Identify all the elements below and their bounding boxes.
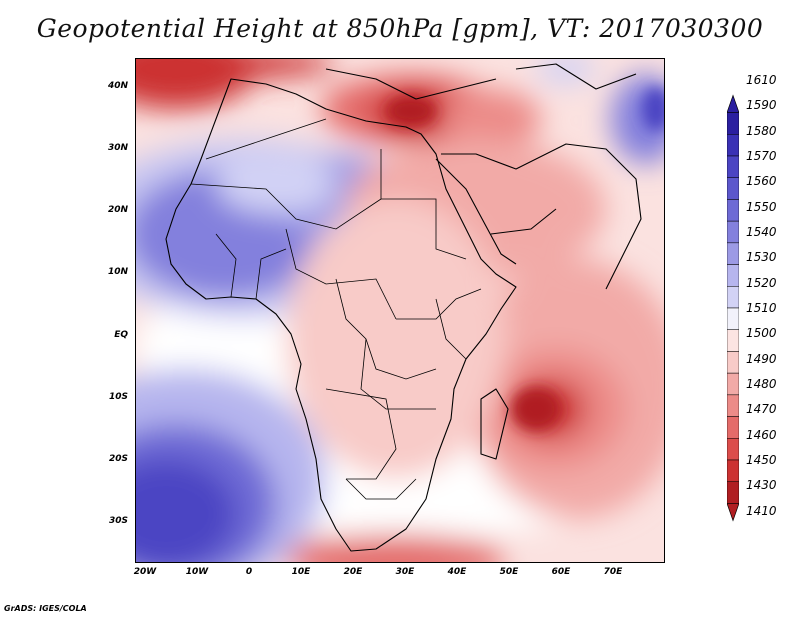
colorbar-level-label: 1410	[746, 503, 777, 518]
colorbar-cell	[727, 459, 739, 482]
lat-label-30s: 30S	[108, 516, 128, 526]
lon-label-40e: 40E	[447, 567, 467, 577]
geopotential-field	[136, 59, 664, 562]
colorbar-level-label: 1530	[746, 250, 777, 265]
colorbar-cell	[727, 177, 739, 200]
colorbar-level-label: 1490	[746, 351, 777, 366]
lon-label-30e: 30E	[395, 567, 415, 577]
lon-label-10e: 10E	[291, 567, 311, 577]
colorbar-cell	[727, 112, 739, 135]
colorbar	[727, 94, 739, 522]
lon-label-20w: 20W	[133, 567, 157, 577]
lat-label-20n: 20N	[107, 205, 128, 215]
lon-label-50e: 50E	[499, 567, 519, 577]
colorbar-cell	[727, 438, 739, 461]
colorbar-level-label: 1560	[746, 174, 777, 189]
coastlines	[165, 63, 642, 552]
colorbar-level-label: 1610	[746, 73, 777, 87]
colorbar-level-label: 1460	[746, 427, 777, 442]
colorbar-level-label: 1540	[746, 225, 777, 239]
colorbar-bottom-triangle	[727, 503, 739, 522]
lat-label-40n: 40N	[107, 81, 128, 91]
lon-label-0: 0	[245, 567, 253, 577]
colorbar-level-label: 1520	[746, 275, 777, 290]
lon-label-10w: 10W	[185, 567, 209, 577]
lat-label-30n: 30N	[107, 143, 128, 153]
lon-label-60e: 60E	[551, 567, 571, 577]
lat-label-10n: 10N	[107, 267, 128, 277]
colorbar-cell	[727, 481, 739, 504]
colorbar-level-label: 1550	[746, 199, 777, 214]
colorbar-top-triangle	[727, 94, 739, 113]
country-borders	[190, 118, 482, 500]
colorbar-cell	[727, 286, 739, 309]
colorbar-cell	[727, 134, 739, 157]
colorbar-level-label: 1480	[746, 377, 777, 391]
colorbar-level-label: 1590	[746, 98, 777, 113]
map-title: Geopotential Height at 850hPa [gpm], VT:…	[36, 14, 764, 43]
colorbar-cell	[727, 264, 739, 287]
lon-label-70e: 70E	[603, 567, 623, 577]
colorbar-cell	[727, 394, 739, 417]
colorbar-level-label: 1450	[746, 453, 777, 467]
lat-label-eq: EQ	[114, 330, 128, 340]
colorbar-cell	[727, 155, 739, 178]
colorbar-level-label: 1580	[746, 123, 777, 138]
colorbar-cell	[727, 372, 739, 396]
colorbar-cell	[727, 199, 739, 222]
colorbar-cell	[727, 307, 739, 330]
colorbar-cell	[727, 351, 739, 374]
colorbar-level-label: 1500	[746, 326, 777, 341]
grads-credit: GrADS: IGES/COLA	[4, 604, 87, 613]
colorbar-cells	[727, 94, 739, 522]
lon-label-20e: 20E	[343, 567, 363, 577]
colorbar-level-label: 1470	[746, 402, 777, 417]
colorbar-cell	[727, 242, 739, 265]
colorbar-level-label: 1570	[746, 149, 777, 163]
colorbar-level-label: 1510	[746, 301, 777, 315]
colorbar-cell	[727, 329, 739, 352]
colorbar-cell	[727, 416, 739, 439]
lat-label-20s: 20S	[108, 454, 128, 464]
lat-label-10s: 10S	[108, 392, 128, 402]
map-panel	[135, 58, 665, 563]
colorbar-level-label: 1430	[746, 478, 777, 493]
colorbar-cell	[727, 220, 739, 244]
